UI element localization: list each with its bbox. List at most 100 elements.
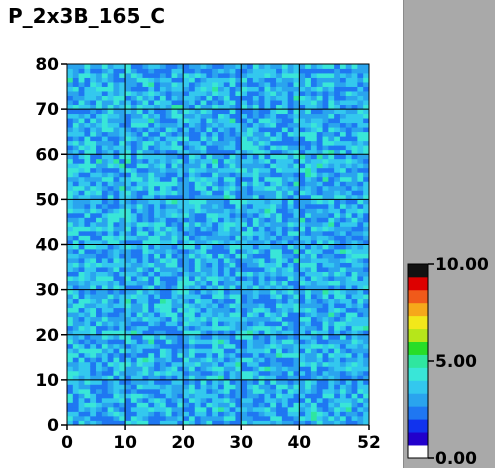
heatmap-cell: [264, 330, 271, 336]
heatmap-cell: [281, 420, 289, 426]
heatmap-cell: [72, 267, 80, 272]
heatmap-cell: [142, 285, 149, 291]
heatmap-cell: [101, 167, 109, 173]
heatmap-cell: [72, 100, 80, 106]
heatmap-cell: [357, 149, 364, 155]
heatmap-cell: [339, 226, 347, 232]
heatmap-cell: [293, 249, 300, 254]
heatmap-cell: [241, 312, 248, 318]
heatmap-cell: [113, 154, 120, 160]
heatmap-cell: [125, 73, 132, 78]
heatmap-cell: [200, 411, 207, 417]
heatmap-cell: [84, 393, 91, 399]
heatmap-cell: [310, 82, 318, 87]
heatmap-cell: [252, 397, 260, 403]
heatmap-cell: [188, 230, 196, 236]
heatmap-cell: [328, 77, 335, 83]
heatmap-cell: [345, 158, 352, 164]
heatmap-cell: [363, 118, 370, 124]
heatmap-cell: [287, 334, 294, 340]
heatmap-cell: [177, 406, 184, 412]
heatmap-cell: [165, 118, 172, 124]
heatmap-cell: [305, 154, 312, 160]
heatmap-cell: [72, 221, 80, 227]
heatmap-cell: [171, 149, 178, 155]
heatmap-cell: [90, 276, 97, 281]
heatmap-cell: [351, 199, 358, 205]
heatmap-cell: [258, 411, 265, 417]
heatmap-cell: [177, 163, 184, 169]
heatmap-cell: [252, 212, 260, 218]
heatmap-cell: [113, 163, 120, 169]
heatmap-cell: [328, 294, 335, 300]
heatmap-cell: [194, 127, 201, 133]
heatmap-cell: [148, 176, 155, 182]
heatmap-cell: [270, 244, 277, 250]
heatmap-cell: [142, 154, 149, 160]
heatmap-cell: [72, 212, 80, 218]
heatmap-cell: [183, 131, 190, 137]
heatmap-cell: [90, 172, 97, 178]
heatmap-cell: [113, 212, 120, 218]
heatmap-cell: [270, 307, 277, 313]
heatmap-cell: [125, 203, 132, 209]
heatmap-cell: [212, 127, 219, 133]
heatmap-cell: [194, 357, 201, 363]
heatmap-cell: [72, 330, 80, 336]
heatmap-cell: [107, 149, 114, 155]
heatmap-cell: [287, 109, 294, 115]
heatmap-cell: [136, 136, 143, 142]
heatmap-cell: [148, 221, 155, 227]
heatmap-cell: [310, 298, 318, 304]
heatmap-cell: [212, 276, 219, 281]
heatmap-cell: [310, 64, 318, 69]
heatmap-cell: [339, 172, 347, 178]
heatmap-cell: [194, 289, 201, 295]
heatmap-cell: [107, 154, 114, 160]
heatmap-cell: [159, 104, 167, 110]
heatmap-cell: [276, 258, 283, 263]
heatmap-cell: [194, 343, 201, 349]
heatmap-cell: [299, 411, 306, 417]
heatmap-cell: [363, 167, 370, 173]
heatmap-cell: [305, 348, 312, 354]
heatmap-cell: [67, 163, 74, 169]
heatmap-cell: [322, 167, 329, 173]
heatmap-cell: [247, 406, 254, 412]
heatmap-cell: [218, 415, 225, 421]
heatmap-cell: [119, 321, 126, 327]
heatmap-cell: [328, 397, 335, 403]
heatmap-cell: [287, 167, 294, 173]
heatmap-cell: [235, 163, 242, 169]
heatmap-cell: [90, 352, 97, 358]
heatmap-cell: [159, 203, 167, 209]
heatmap-cell: [357, 217, 364, 223]
heatmap-cell: [212, 95, 219, 101]
heatmap-cell: [357, 131, 364, 137]
heatmap-cell: [247, 303, 254, 309]
heatmap-cell: [67, 127, 74, 133]
heatmap-cell: [159, 415, 167, 421]
heatmap-cell: [212, 77, 219, 83]
heatmap-cell: [218, 262, 225, 268]
heatmap-cell: [90, 402, 97, 408]
heatmap-cell: [258, 307, 265, 313]
heatmap-cell: [218, 100, 225, 106]
heatmap-cell: [212, 226, 219, 232]
heatmap-cell: [84, 267, 91, 272]
heatmap-cell: [247, 140, 254, 146]
heatmap-cell: [113, 325, 120, 331]
heatmap-cell: [264, 217, 271, 223]
heatmap-cell: [363, 190, 370, 196]
heatmap-cell: [247, 185, 254, 191]
heatmap-cell: [96, 397, 103, 403]
heatmap-cell: [218, 276, 225, 281]
heatmap-cell: [229, 91, 236, 96]
heatmap-cell: [96, 312, 103, 318]
heatmap-cell: [188, 267, 196, 272]
heatmap-cell: [316, 379, 323, 385]
heatmap-cell: [223, 163, 231, 169]
heatmap-cell: [84, 73, 91, 78]
heatmap-cell: [293, 122, 300, 128]
heatmap-cell: [357, 267, 364, 272]
